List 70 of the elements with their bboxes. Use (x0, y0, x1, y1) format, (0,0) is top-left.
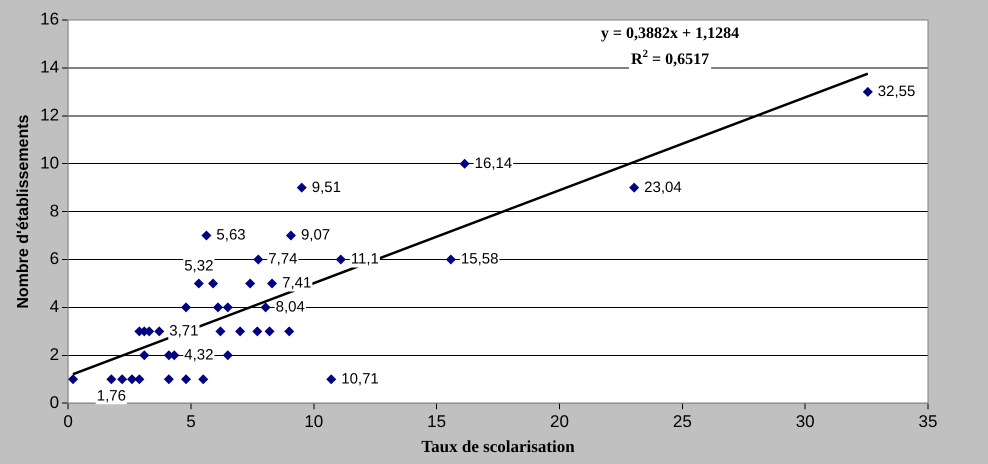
y-tick-label: 14 (40, 58, 60, 77)
annotation: 9,07 (300, 226, 330, 244)
point (181, 302, 192, 312)
point (446, 254, 456, 264)
point (201, 230, 212, 241)
point (126, 374, 137, 384)
annotation: 5,32 (184, 258, 214, 275)
annotation: 32,55 (878, 82, 916, 100)
annotation: 1,76 (96, 387, 126, 404)
point (284, 326, 294, 336)
point (336, 254, 346, 264)
annotation: 8,04 (276, 298, 305, 316)
point (862, 86, 873, 97)
y-tick-label: 0 (50, 392, 60, 412)
point (253, 254, 264, 264)
x-tick-label: 20 (550, 412, 569, 432)
annotation: 23,04 (644, 178, 682, 196)
x-tick-label: 5 (186, 412, 196, 432)
annotation: 9,51 (312, 178, 341, 196)
point (235, 326, 246, 336)
y-tick-label: 4 (50, 297, 60, 316)
point (215, 326, 226, 336)
y-tick-label: 2 (50, 344, 60, 364)
point (267, 278, 278, 288)
y-axis-title: Nombre d'établissements (15, 114, 32, 309)
point (286, 230, 296, 241)
annotation: y = 0,3882x + 1,1284 (600, 25, 740, 42)
annotation: 16,14 (474, 154, 512, 172)
annotation: 3,71 (169, 322, 198, 340)
point (222, 350, 233, 360)
point (139, 350, 150, 360)
point (164, 374, 174, 384)
y-tick-label: 10 (40, 153, 60, 172)
annotation: 11,1 (350, 250, 379, 268)
annotation: 7,41 (282, 274, 312, 292)
x-tick-label: 30 (796, 412, 815, 432)
x-tick-label: 35 (918, 412, 938, 432)
y-tick-label: 16 (40, 10, 60, 29)
point (212, 302, 223, 312)
annotation: 7,74 (268, 250, 298, 268)
annotation: 4,32 (184, 346, 214, 364)
y-tick-label: 6 (50, 249, 60, 268)
point (194, 278, 204, 288)
x-tick-label: 25 (672, 412, 692, 432)
annotation: 15,58 (460, 250, 498, 268)
annotation: 10,71 (341, 370, 379, 388)
point (326, 374, 336, 384)
x-tick-label: 10 (304, 412, 324, 432)
point (106, 374, 116, 384)
point (117, 374, 128, 384)
point (264, 326, 275, 336)
point (134, 374, 144, 384)
x-tick-label: 0 (63, 412, 73, 432)
point (460, 158, 470, 169)
point (245, 278, 256, 288)
point (208, 278, 218, 288)
point (198, 374, 208, 384)
point (629, 182, 640, 193)
x-axis-title: Taux de scolarisation (421, 437, 576, 456)
y-tick-label: 8 (50, 201, 60, 220)
point (296, 182, 307, 193)
point (181, 374, 192, 384)
point (260, 302, 271, 312)
annotation: 5,63 (216, 226, 246, 244)
y-tick-label: 12 (40, 105, 60, 124)
point (252, 326, 262, 336)
point (68, 374, 78, 384)
point (222, 302, 233, 312)
point (154, 326, 164, 336)
x-tick-label: 15 (427, 412, 446, 432)
